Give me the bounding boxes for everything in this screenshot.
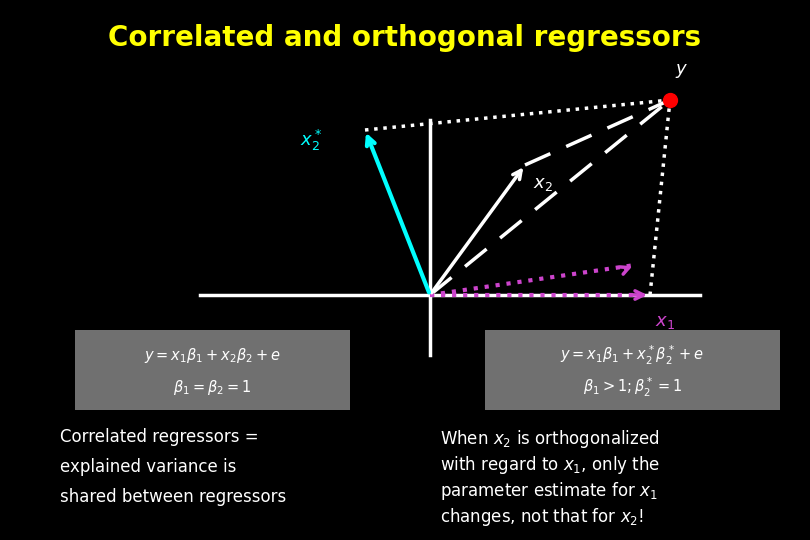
FancyBboxPatch shape <box>75 330 350 410</box>
Text: $\beta_1 > 1; \beta_2^* = 1$: $\beta_1 > 1; \beta_2^* = 1$ <box>583 376 682 399</box>
Text: with regard to $x_1$, only the: with regard to $x_1$, only the <box>440 454 660 476</box>
Text: $y = x_1\beta_1 + x_2^*\beta_2^* + e$: $y = x_1\beta_1 + x_2^*\beta_2^* + e$ <box>561 344 705 367</box>
Text: explained variance is: explained variance is <box>60 458 237 476</box>
Text: $y = x_1\beta_1 + x_2\beta_2 + e$: $y = x_1\beta_1 + x_2\beta_2 + e$ <box>144 346 281 365</box>
Text: Correlated and orthogonal regressors: Correlated and orthogonal regressors <box>109 24 701 52</box>
Text: $\beta_1 = \beta_2 = 1$: $\beta_1 = \beta_2 = 1$ <box>173 378 252 397</box>
Text: parameter estimate for $x_1$: parameter estimate for $x_1$ <box>440 480 658 502</box>
Text: changes, not that for $x_2$!: changes, not that for $x_2$! <box>440 506 644 528</box>
Text: $y$: $y$ <box>675 62 688 80</box>
Text: $x_1$: $x_1$ <box>655 313 675 331</box>
Text: Correlated regressors =: Correlated regressors = <box>60 428 258 446</box>
Text: $x_2$: $x_2$ <box>533 175 553 193</box>
Text: $x_2^*$: $x_2^*$ <box>300 127 322 152</box>
Text: shared between regressors: shared between regressors <box>60 488 286 506</box>
FancyBboxPatch shape <box>485 330 780 410</box>
Text: When $x_2$ is orthogonalized: When $x_2$ is orthogonalized <box>440 428 659 450</box>
